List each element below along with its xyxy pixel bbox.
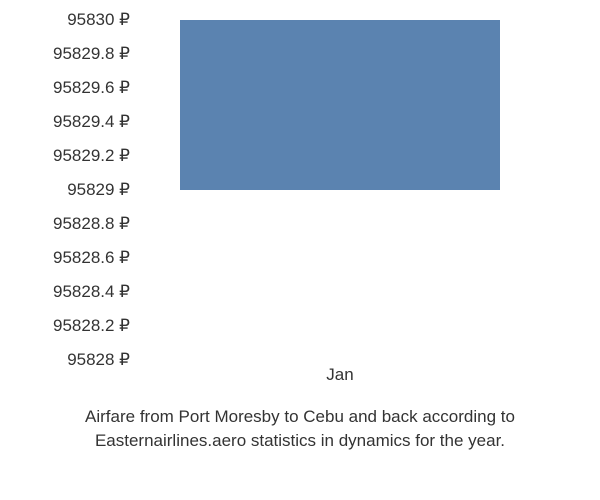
y-tick-label: 95829 ₽ [67,180,130,200]
y-tick-label: 95829.4 ₽ [53,112,130,132]
y-tick-label: 95829.2 ₽ [53,146,130,166]
chart-container: 95830 ₽ 95829.8 ₽ 95829.6 ₽ 95829.4 ₽ 95829.… [0,0,600,500]
y-tick-label: 95828.8 ₽ [53,214,130,234]
y-tick-label: 95829.6 ₽ [53,78,130,98]
y-axis: 95830 ₽95829.8 ₽95829.6 ₽95829.4 ₽95829.… [0,20,135,360]
y-tick-label: 95828.2 ₽ [53,316,130,336]
bar [180,20,500,190]
y-tick-label: 95828 ₽ [67,350,130,370]
y-tick-label: 95830 ₽ [67,10,130,30]
plot-area [140,20,540,360]
y-tick-label: 95828.6 ₽ [53,248,130,268]
chart-caption: Airfare from Port Moresby to Cebu and ba… [0,405,600,453]
y-tick-label: 95828.4 ₽ [53,282,130,302]
x-tick-label: Jan [326,365,353,385]
y-tick-label: 95829.8 ₽ [53,44,130,64]
x-axis: Jan [140,365,540,390]
